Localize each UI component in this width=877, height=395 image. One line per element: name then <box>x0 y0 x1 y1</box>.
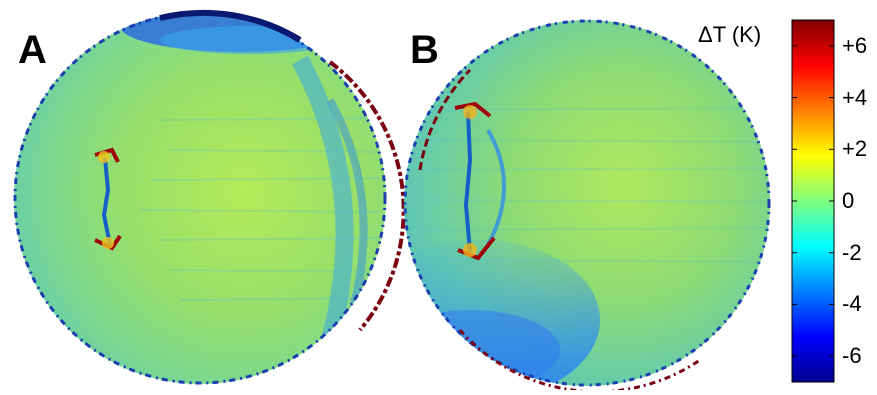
colorbar-tick-label: -4 <box>842 291 862 317</box>
panel-label-a: A <box>18 28 47 72</box>
colorbar-title: ΔT (K) <box>698 22 762 47</box>
colorbar-tick-label: +4 <box>842 84 868 110</box>
colorbar <box>791 19 835 383</box>
panel-label-b: B <box>410 28 439 72</box>
colorbar-tick-label: -6 <box>842 343 862 369</box>
colorbar-tick-label: -2 <box>842 239 862 265</box>
colorbar-tick-label: +6 <box>842 32 868 58</box>
colorbar-tick-label: 0 <box>842 188 855 213</box>
colorbar-ticks <box>792 45 834 357</box>
panel-b-thermal-map <box>403 19 771 394</box>
panel-a-thermal-map <box>13 9 406 385</box>
colorbar-tick-label: +2 <box>842 136 868 162</box>
